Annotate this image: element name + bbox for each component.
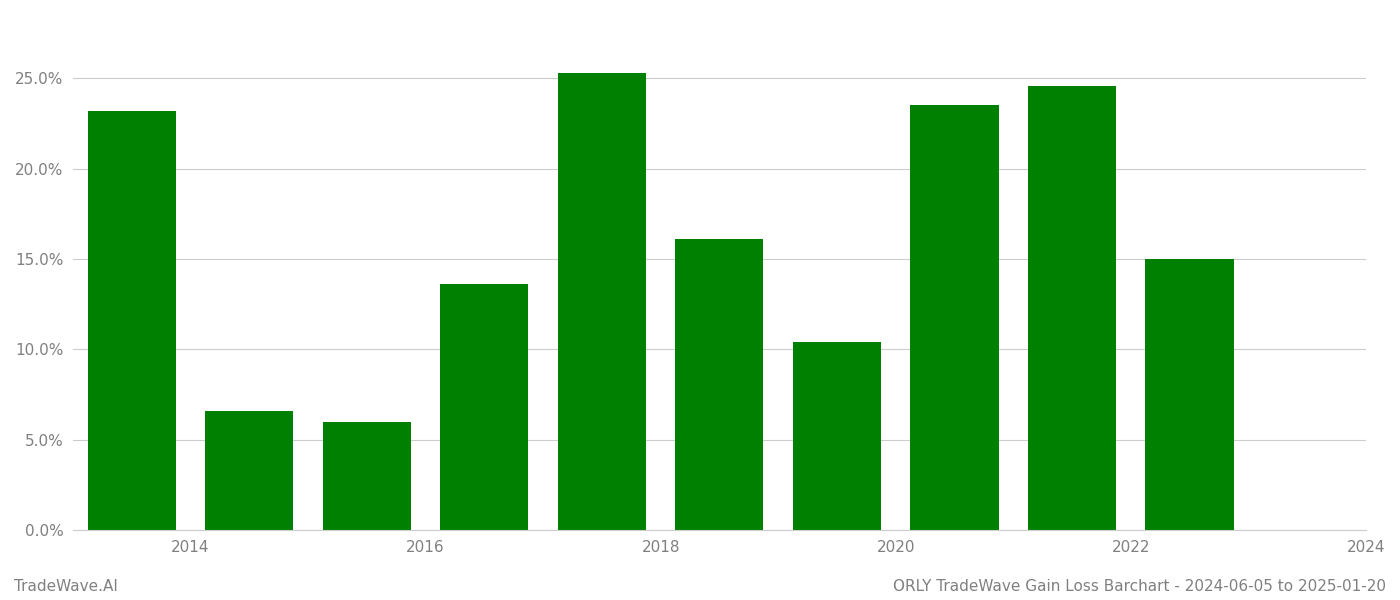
Bar xyxy=(206,411,294,530)
Bar xyxy=(675,239,763,530)
Bar xyxy=(323,422,412,530)
Text: ORLY TradeWave Gain Loss Barchart - 2024-06-05 to 2025-01-20: ORLY TradeWave Gain Loss Barchart - 2024… xyxy=(893,579,1386,594)
Bar xyxy=(1145,259,1233,530)
Bar xyxy=(557,73,645,530)
Bar xyxy=(1028,86,1116,530)
Bar xyxy=(910,106,998,530)
Bar xyxy=(792,342,881,530)
Bar xyxy=(441,284,528,530)
Bar xyxy=(88,111,176,530)
Text: TradeWave.AI: TradeWave.AI xyxy=(14,579,118,594)
